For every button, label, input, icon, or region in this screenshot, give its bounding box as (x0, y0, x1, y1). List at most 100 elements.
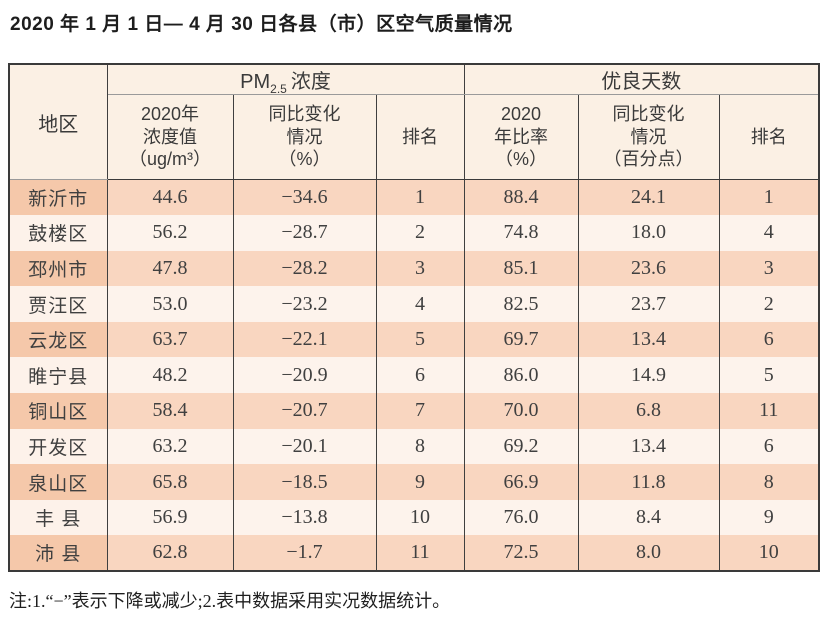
pm25-change-cell: −23.2 (232, 286, 377, 322)
col-header-pm25-value: 2020年 浓度值 （ug/m³） (106, 94, 234, 180)
region-cell: 铜山区 (8, 393, 108, 429)
good-ratio-cell: 88.4 (463, 179, 579, 216)
good-ratio-cell: 76.0 (463, 499, 579, 536)
good-change-cell: 13.4 (577, 321, 720, 358)
region-cell: 沛 县 (8, 535, 108, 572)
footnote: 注:1.“−”表示下降或减少;2.表中数据采用实况数据统计。 (9, 591, 451, 611)
good-change-cell: 14.9 (577, 357, 720, 394)
good-change-cell: 23.6 (577, 250, 720, 287)
pm25-change-cell: −13.8 (232, 499, 377, 536)
good-rank-cell: 9 (718, 499, 820, 536)
pm25-value-cell: 56.9 (106, 499, 234, 536)
good-ratio-cell: 69.2 (463, 428, 579, 465)
pm25-change-cell: −20.9 (232, 357, 377, 394)
pm25-value-cell: 63.7 (106, 321, 234, 358)
col-group-good-days: 优良天数 (463, 64, 820, 95)
pm25-group-prefix: PM (240, 71, 271, 93)
good-change-cell: 8.4 (577, 499, 720, 536)
pm25-group-suffix: 浓度 (290, 71, 331, 93)
good-change-cell: 8.0 (577, 535, 720, 572)
pm25-value-cell: 56.2 (106, 215, 234, 251)
good-ratio-cell: 69.7 (463, 321, 579, 358)
table-row: 睢宁县 48.2 −20.9 6 86.0 14.9 5 (8, 357, 820, 394)
col-header-good-ratio: 2020 年比率 （%） (463, 94, 579, 180)
pm25-change-cell: −28.2 (232, 250, 377, 287)
pm25-rank-cell: 9 (375, 464, 465, 500)
good-rank-cell: 6 (718, 428, 820, 465)
header-sub-row: 2020年 浓度值 （ug/m³） 同比变化 情况 （%） 排名 2020 年比… (9, 94, 820, 180)
pm25-value-cell: 65.8 (106, 464, 234, 500)
pm25-rank-cell: 8 (375, 428, 465, 465)
region-cell: 新沂市 (8, 179, 108, 216)
pm25-group-subscript: 2.5 (270, 82, 287, 95)
table-body: 新沂市 44.6 −34.6 1 88.4 24.1 1 鼓楼区 56.2 −2… (8, 179, 820, 572)
pm25-value-cell: 62.8 (106, 535, 234, 572)
pm25-rank-cell: 10 (375, 499, 465, 536)
good-rank-cell: 6 (718, 321, 820, 358)
good-change-cell: 6.8 (577, 393, 720, 429)
good-rank-cell: 3 (718, 250, 820, 287)
pm25-rank-cell: 11 (375, 535, 465, 572)
region-cell: 丰 县 (8, 499, 108, 536)
page-title: 2020 年 1 月 1 日— 4 月 30 日各县（市）区空气质量情况 (10, 14, 513, 35)
pm25-change-cell: −20.1 (232, 428, 377, 465)
good-ratio-cell: 85.1 (463, 250, 579, 287)
table-row: 新沂市 44.6 −34.6 1 88.4 24.1 1 (8, 179, 820, 216)
pm25-rank-cell: 5 (375, 321, 465, 358)
good-rank-cell: 5 (718, 357, 820, 394)
table-row: 鼓楼区 56.2 −28.7 2 74.8 18.0 4 (8, 215, 820, 251)
header-group-row: 地区 PM2.5 浓度 优良天数 (8, 64, 820, 180)
pm25-rank-cell: 2 (375, 215, 465, 251)
good-ratio-cell: 82.5 (463, 286, 579, 322)
region-cell: 开发区 (8, 428, 108, 465)
pm25-change-cell: −18.5 (232, 464, 377, 500)
pm25-rank-cell: 4 (375, 286, 465, 322)
pm25-change-cell: −28.7 (232, 215, 377, 251)
good-rank-cell: 2 (718, 286, 820, 322)
good-rank-cell: 4 (718, 215, 820, 251)
good-change-cell: 11.8 (577, 464, 720, 500)
table-header: 地区 PM2.5 浓度 优良天数 2020年 浓度值 （ug/m³） 同比变化 情… (8, 64, 820, 180)
region-cell: 泉山区 (8, 464, 108, 500)
table-row: 沛 县 62.8 −1.7 11 72.5 8.0 10 (8, 535, 820, 572)
col-header-good-change: 同比变化 情况 （百分点） (577, 94, 720, 180)
col-group-pm25: PM2.5 浓度 (106, 64, 465, 95)
col-header-pm25-change: 同比变化 情况 （%） (232, 94, 377, 180)
good-rank-cell: 11 (718, 393, 820, 429)
table-row: 铜山区 58.4 −20.7 7 70.0 6.8 11 (8, 393, 820, 429)
pm25-change-cell: −20.7 (232, 393, 377, 429)
col-header-region: 地区 (8, 64, 108, 180)
pm25-change-cell: −1.7 (232, 535, 377, 572)
good-ratio-cell: 66.9 (463, 464, 579, 500)
pm25-rank-cell: 3 (375, 250, 465, 287)
pm25-rank-cell: 6 (375, 357, 465, 394)
good-change-cell: 23.7 (577, 286, 720, 322)
pm25-value-cell: 63.2 (106, 428, 234, 465)
table-row: 开发区 63.2 −20.1 8 69.2 13.4 6 (8, 428, 820, 465)
region-cell: 贾汪区 (8, 286, 108, 322)
table-row: 泉山区 65.8 −18.5 9 66.9 11.8 8 (8, 464, 820, 500)
good-ratio-cell: 72.5 (463, 535, 579, 572)
region-cell: 邳州市 (8, 250, 108, 287)
good-change-cell: 24.1 (577, 179, 720, 216)
table-row: 贾汪区 53.0 −23.2 4 82.5 23.7 2 (8, 286, 820, 322)
region-cell: 云龙区 (8, 321, 108, 358)
air-quality-table: 地区 PM2.5 浓度 优良天数 2020年 浓度值 （ug/m³） 同比变化 情… (8, 63, 821, 573)
region-cell: 睢宁县 (8, 357, 108, 394)
pm25-value-cell: 53.0 (106, 286, 234, 322)
pm25-value-cell: 48.2 (106, 357, 234, 394)
pm25-rank-cell: 7 (375, 393, 465, 429)
good-ratio-cell: 74.8 (463, 215, 579, 251)
good-change-cell: 18.0 (577, 215, 720, 251)
good-ratio-cell: 86.0 (463, 357, 579, 394)
table-row: 云龙区 63.7 −22.1 5 69.7 13.4 6 (8, 321, 820, 358)
pm25-value-cell: 47.8 (106, 250, 234, 287)
table-row: 邳州市 47.8 −28.2 3 85.1 23.6 3 (8, 250, 820, 287)
pm25-value-cell: 58.4 (106, 393, 234, 429)
pm25-change-cell: −34.6 (232, 179, 377, 216)
good-rank-cell: 8 (718, 464, 820, 500)
table-row: 丰 县 56.9 −13.8 10 76.0 8.4 9 (8, 499, 820, 536)
region-cell: 鼓楼区 (8, 215, 108, 251)
good-rank-cell: 10 (718, 535, 820, 572)
col-header-pm25-rank: 排名 (375, 94, 465, 180)
